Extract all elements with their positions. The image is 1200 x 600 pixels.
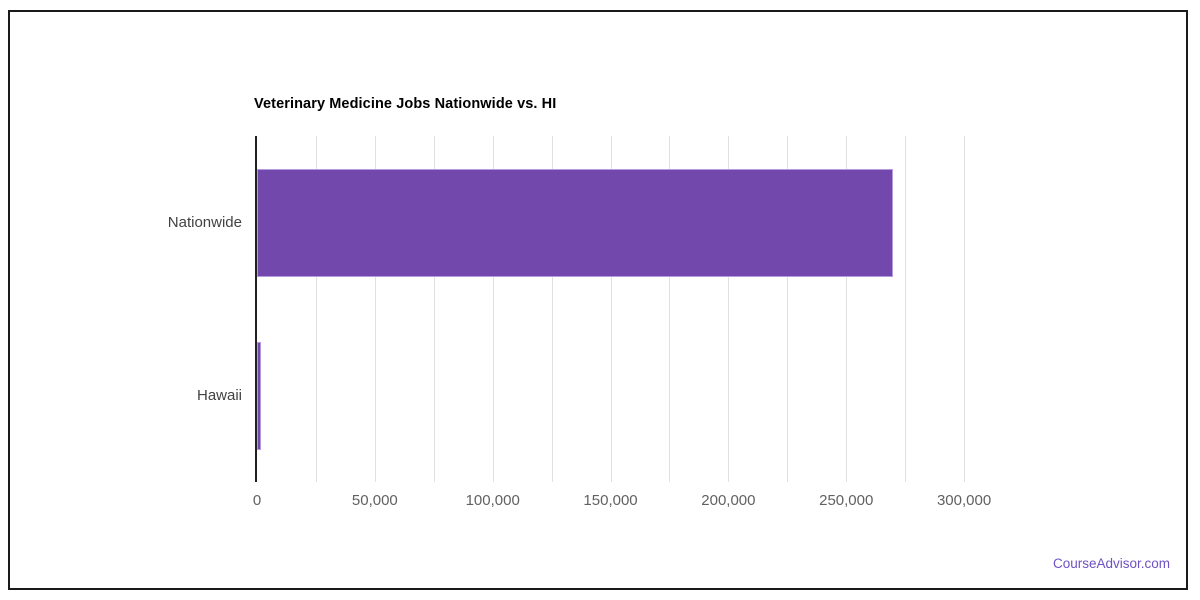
- chart-title: Veterinary Medicine Jobs Nationwide vs. …: [254, 96, 557, 112]
- gridline: [846, 136, 848, 482]
- courseadvisor-link[interactable]: CourseAdvisor.com: [1052, 556, 1170, 571]
- plot-area: 0 50,000 100,000 150,000 200,000 250,000 300,0…: [168, 136, 1023, 509]
- gridline: [492, 136, 494, 482]
- gridline: [315, 136, 317, 482]
- category-label-nationwide: Nationwide: [167, 214, 242, 231]
- category-label-hawaii: Hawaii: [196, 387, 242, 404]
- gridline: [433, 136, 435, 482]
- gridline: [610, 136, 612, 482]
- gridline: [905, 136, 907, 482]
- x-tick-label: 150,000: [583, 492, 638, 509]
- x-tick-label: 0: [252, 492, 262, 509]
- gridline: [728, 136, 730, 482]
- chart-frame: Veterinary Medicine Jobs Nationwide vs. …: [8, 10, 1188, 590]
- x-tick-label: 100,000: [465, 492, 520, 509]
- gridline: [964, 136, 966, 482]
- gridline: [374, 136, 376, 482]
- x-tick-label: 300,000: [936, 492, 992, 509]
- gridline: [551, 136, 553, 482]
- gridline: [787, 136, 789, 482]
- x-tick-label: 50,000: [351, 492, 398, 509]
- gridline: [669, 136, 671, 482]
- bar-nationwide: [257, 169, 893, 277]
- x-tick-label: 250,000: [819, 492, 874, 509]
- x-tick-label: 200,000: [701, 492, 756, 509]
- bar-hawaii: [257, 342, 261, 450]
